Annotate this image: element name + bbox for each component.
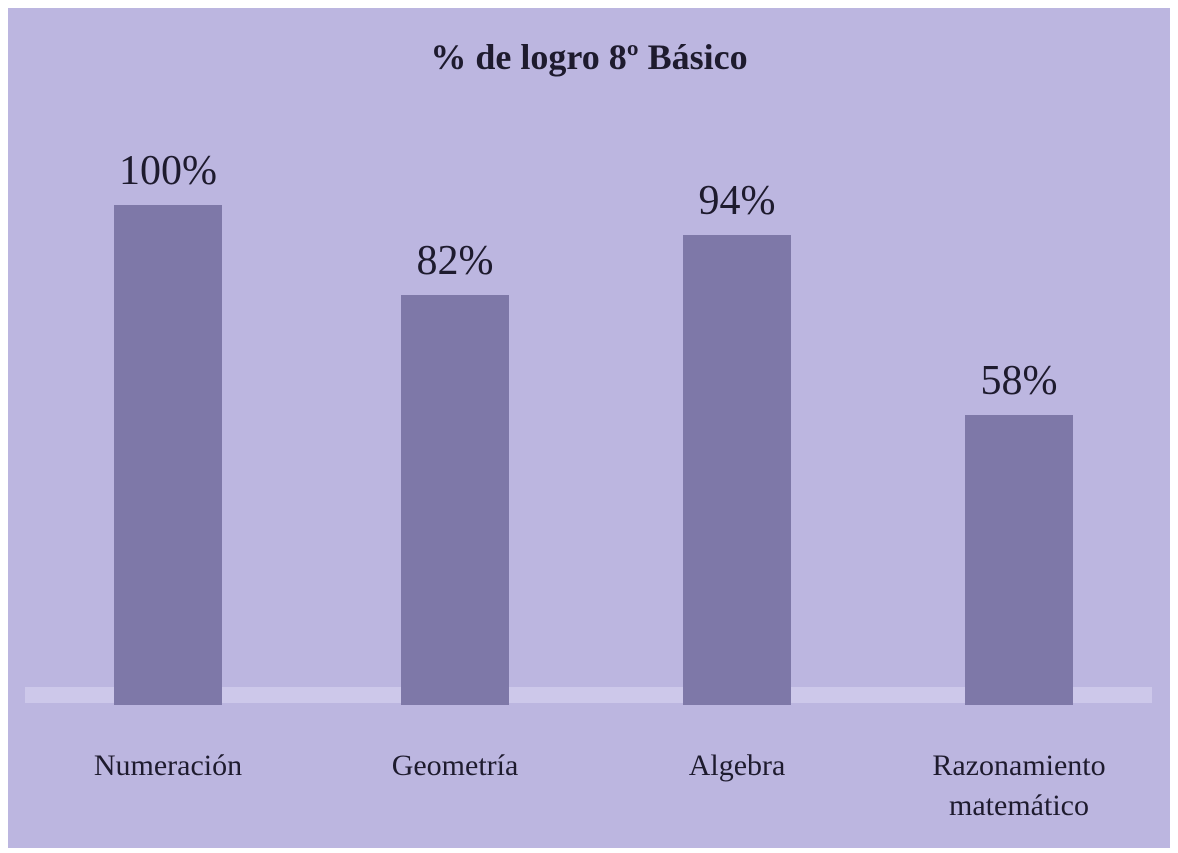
data-label: 100% [119, 148, 217, 194]
data-label: 94% [698, 178, 776, 224]
x-tick-label: Numeración [93, 749, 243, 782]
x-tick-label: Razonamiento matemático [932, 749, 1106, 822]
chart-floor [25, 687, 1152, 703]
x-tick-label: Algebra [688, 749, 786, 782]
x-tick-label: Geometría [391, 749, 519, 782]
bar [401, 295, 509, 705]
chart: % de logro 8º Básico 100% Numeración 82% Ge… [8, 8, 1170, 848]
bar [683, 235, 791, 705]
bar [965, 415, 1073, 705]
data-label: 58% [980, 358, 1058, 404]
bar [114, 205, 222, 705]
chart-title: % de logro 8º Básico [430, 37, 748, 77]
data-label: 82% [416, 238, 494, 284]
